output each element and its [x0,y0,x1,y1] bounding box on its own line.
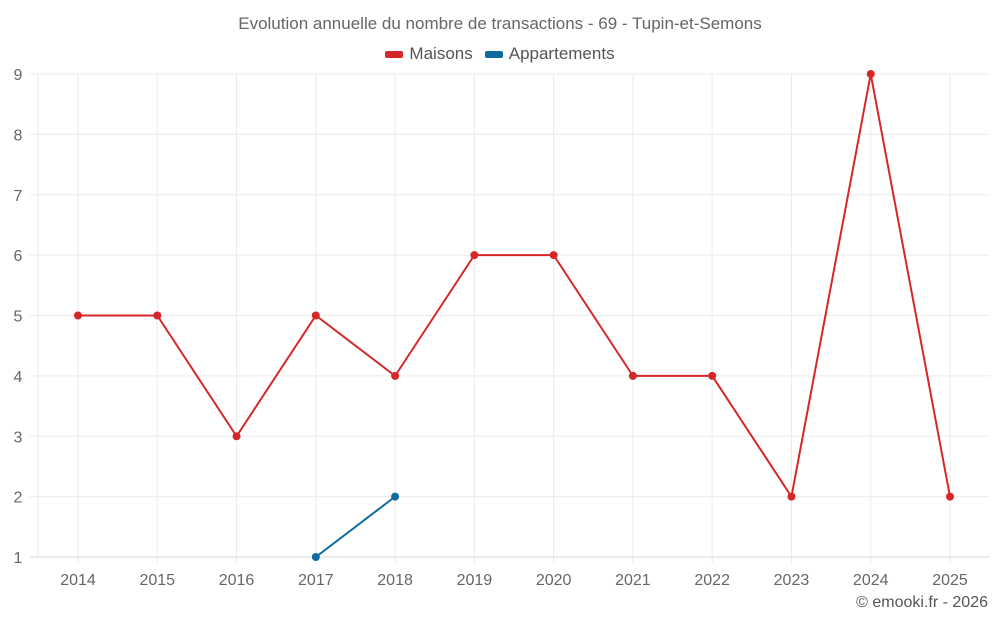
x-tick-label: 2016 [219,572,255,589]
y-tick-label: 5 [14,309,23,326]
legend-item-maisons[interactable]: Maisons [385,44,473,64]
data-point[interactable] [391,371,400,380]
x-tick-label: 2018 [377,572,413,589]
data-point[interactable] [946,492,954,501]
y-tick-label: 3 [14,429,23,446]
data-point[interactable] [470,251,479,260]
data-point[interactable] [549,251,558,260]
x-tick-label: 2022 [694,572,730,589]
x-tick-label: 2021 [615,572,651,589]
legend-label: Appartements [508,44,615,63]
y-tick-label: 2 [14,490,23,507]
data-point[interactable] [708,371,717,380]
x-tick-label: 2019 [457,572,493,589]
y-tick-label: 8 [14,127,23,144]
legend-item-appartements[interactable]: Appartements [484,44,615,64]
data-point[interactable] [74,311,82,320]
x-tick-label: 2020 [536,572,572,589]
legend-label: Maisons [409,44,473,63]
data-point[interactable] [311,553,320,561]
y-tick-label: 9 [14,67,23,84]
data-point[interactable] [391,492,400,501]
series-appartements [311,492,400,561]
x-tick-label: 2025 [932,572,968,589]
y-tick-label: 7 [14,188,23,205]
data-point[interactable] [153,311,162,320]
data-point[interactable] [311,311,320,320]
data-point[interactable] [787,492,796,501]
x-tick-label: 2024 [853,572,889,589]
x-tick-label: 2015 [139,572,175,589]
credit-text: © emooki.fr - 2026 [856,594,988,611]
x-tick-label: 2017 [298,572,334,589]
x-tick-label: 2014 [60,572,96,589]
legend-swatch-icon [385,50,404,58]
data-point[interactable] [232,432,241,441]
legend-swatch-icon [484,50,503,58]
series-maisons [74,70,954,501]
y-tick-label: 6 [14,248,23,265]
data-point[interactable] [628,371,637,380]
y-tick-label: 1 [14,550,23,567]
data-point[interactable] [866,70,875,78]
legend: Maisons Appartements [0,44,1000,64]
y-tick-label: 4 [14,369,23,386]
gridlines [30,73,990,563]
x-tick-label: 2023 [774,572,810,589]
chart-title: Evolution annuelle du nombre de transact… [238,14,762,33]
